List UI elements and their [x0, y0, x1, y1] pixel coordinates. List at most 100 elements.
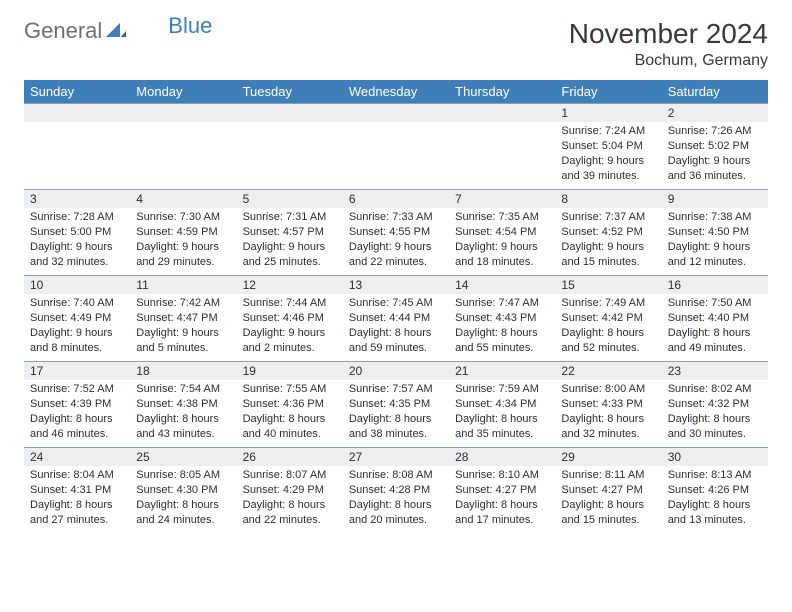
daylight-text-1: Daylight: 9 hours — [561, 240, 655, 255]
calendar-day-cell — [343, 103, 449, 189]
sunset-text: Sunset: 4:54 PM — [455, 225, 549, 240]
day-number: 2 — [662, 103, 768, 122]
sunrise-text: Sunrise: 7:59 AM — [455, 382, 549, 397]
day-header: Wednesday — [343, 80, 449, 103]
day-header: Tuesday — [237, 80, 343, 103]
daylight-text-2: and 52 minutes. — [561, 341, 655, 356]
daylight-text-2: and 15 minutes. — [561, 513, 655, 528]
sunset-text: Sunset: 4:31 PM — [30, 483, 124, 498]
sunset-text: Sunset: 4:44 PM — [349, 311, 443, 326]
daylight-text-1: Daylight: 8 hours — [243, 498, 337, 513]
sunset-text: Sunset: 4:39 PM — [30, 397, 124, 412]
sunrise-text: Sunrise: 7:35 AM — [455, 210, 549, 225]
day-number: 10 — [24, 275, 130, 294]
calendar-day-cell: 27Sunrise: 8:08 AMSunset: 4:28 PMDayligh… — [343, 447, 449, 533]
day-number: 14 — [449, 275, 555, 294]
daylight-text-1: Daylight: 8 hours — [561, 412, 655, 427]
day-header: Monday — [130, 80, 236, 103]
day-number: 7 — [449, 189, 555, 208]
sunrise-text: Sunrise: 7:28 AM — [30, 210, 124, 225]
daylight-text-2: and 43 minutes. — [136, 427, 230, 442]
sunset-text: Sunset: 4:34 PM — [455, 397, 549, 412]
daylight-text-1: Daylight: 8 hours — [136, 412, 230, 427]
empty-day-number — [130, 103, 236, 122]
daylight-text-1: Daylight: 9 hours — [30, 240, 124, 255]
daylight-text-2: and 55 minutes. — [455, 341, 549, 356]
daylight-text-2: and 40 minutes. — [243, 427, 337, 442]
calendar-week-row: 10Sunrise: 7:40 AMSunset: 4:49 PMDayligh… — [24, 275, 768, 361]
empty-day-number — [343, 103, 449, 122]
day-details: Sunrise: 7:24 AMSunset: 5:04 PMDaylight:… — [555, 122, 661, 187]
day-details: Sunrise: 7:45 AMSunset: 4:44 PMDaylight:… — [343, 294, 449, 359]
day-number: 6 — [343, 189, 449, 208]
daylight-text-1: Daylight: 9 hours — [243, 326, 337, 341]
sunrise-text: Sunrise: 7:40 AM — [30, 296, 124, 311]
calendar-week-row: 1Sunrise: 7:24 AMSunset: 5:04 PMDaylight… — [24, 103, 768, 189]
logo-text-blue: Blue — [168, 13, 212, 39]
calendar-week-row: 17Sunrise: 7:52 AMSunset: 4:39 PMDayligh… — [24, 361, 768, 447]
day-details: Sunrise: 7:42 AMSunset: 4:47 PMDaylight:… — [130, 294, 236, 359]
daylight-text-2: and 46 minutes. — [30, 427, 124, 442]
calendar-day-cell: 4Sunrise: 7:30 AMSunset: 4:59 PMDaylight… — [130, 189, 236, 275]
calendar-day-cell — [130, 103, 236, 189]
day-header: Friday — [555, 80, 661, 103]
daylight-text-2: and 17 minutes. — [455, 513, 549, 528]
calendar-day-cell: 18Sunrise: 7:54 AMSunset: 4:38 PMDayligh… — [130, 361, 236, 447]
day-details: Sunrise: 8:04 AMSunset: 4:31 PMDaylight:… — [24, 466, 130, 531]
title-block: November 2024 Bochum, Germany — [569, 18, 768, 70]
daylight-text-2: and 49 minutes. — [668, 341, 762, 356]
sunrise-text: Sunrise: 7:44 AM — [243, 296, 337, 311]
daylight-text-1: Daylight: 8 hours — [561, 498, 655, 513]
day-details: Sunrise: 7:59 AMSunset: 4:34 PMDaylight:… — [449, 380, 555, 445]
sunset-text: Sunset: 4:35 PM — [349, 397, 443, 412]
daylight-text-2: and 5 minutes. — [136, 341, 230, 356]
sunset-text: Sunset: 4:42 PM — [561, 311, 655, 326]
daylight-text-2: and 15 minutes. — [561, 255, 655, 270]
daylight-text-2: and 18 minutes. — [455, 255, 549, 270]
daylight-text-1: Daylight: 9 hours — [455, 240, 549, 255]
daylight-text-2: and 29 minutes. — [136, 255, 230, 270]
day-details: Sunrise: 7:40 AMSunset: 4:49 PMDaylight:… — [24, 294, 130, 359]
day-details: Sunrise: 7:49 AMSunset: 4:42 PMDaylight:… — [555, 294, 661, 359]
daylight-text-1: Daylight: 9 hours — [668, 154, 762, 169]
day-number: 17 — [24, 361, 130, 380]
sunset-text: Sunset: 4:38 PM — [136, 397, 230, 412]
day-number: 8 — [555, 189, 661, 208]
daylight-text-2: and 25 minutes. — [243, 255, 337, 270]
sunset-text: Sunset: 4:52 PM — [561, 225, 655, 240]
daylight-text-2: and 27 minutes. — [30, 513, 124, 528]
sunrise-text: Sunrise: 7:38 AM — [668, 210, 762, 225]
sunrise-text: Sunrise: 8:08 AM — [349, 468, 443, 483]
sunset-text: Sunset: 4:30 PM — [136, 483, 230, 498]
day-details: Sunrise: 7:31 AMSunset: 4:57 PMDaylight:… — [237, 208, 343, 273]
calendar-day-cell: 23Sunrise: 8:02 AMSunset: 4:32 PMDayligh… — [662, 361, 768, 447]
sunrise-text: Sunrise: 7:37 AM — [561, 210, 655, 225]
day-details: Sunrise: 7:33 AMSunset: 4:55 PMDaylight:… — [343, 208, 449, 273]
sunset-text: Sunset: 4:55 PM — [349, 225, 443, 240]
day-header: Saturday — [662, 80, 768, 103]
calendar-day-cell: 24Sunrise: 8:04 AMSunset: 4:31 PMDayligh… — [24, 447, 130, 533]
sunset-text: Sunset: 4:27 PM — [561, 483, 655, 498]
day-number: 3 — [24, 189, 130, 208]
sunrise-text: Sunrise: 8:07 AM — [243, 468, 337, 483]
daylight-text-1: Daylight: 8 hours — [243, 412, 337, 427]
daylight-text-2: and 22 minutes. — [349, 255, 443, 270]
sunset-text: Sunset: 5:04 PM — [561, 139, 655, 154]
daylight-text-1: Daylight: 9 hours — [561, 154, 655, 169]
sunrise-text: Sunrise: 7:54 AM — [136, 382, 230, 397]
day-details: Sunrise: 7:52 AMSunset: 4:39 PMDaylight:… — [24, 380, 130, 445]
day-number: 1 — [555, 103, 661, 122]
calendar-day-cell: 28Sunrise: 8:10 AMSunset: 4:27 PMDayligh… — [449, 447, 555, 533]
sunset-text: Sunset: 4:46 PM — [243, 311, 337, 326]
daylight-text-1: Daylight: 9 hours — [668, 240, 762, 255]
empty-day-number — [237, 103, 343, 122]
day-details: Sunrise: 8:10 AMSunset: 4:27 PMDaylight:… — [449, 466, 555, 531]
daylight-text-1: Daylight: 9 hours — [349, 240, 443, 255]
day-number: 29 — [555, 447, 661, 466]
daylight-text-1: Daylight: 9 hours — [136, 240, 230, 255]
sunrise-text: Sunrise: 7:31 AM — [243, 210, 337, 225]
calendar-page: General Blue November 2024 Bochum, Germa… — [0, 0, 792, 551]
sunrise-text: Sunrise: 7:42 AM — [136, 296, 230, 311]
sunset-text: Sunset: 4:36 PM — [243, 397, 337, 412]
page-title: November 2024 — [569, 18, 768, 50]
